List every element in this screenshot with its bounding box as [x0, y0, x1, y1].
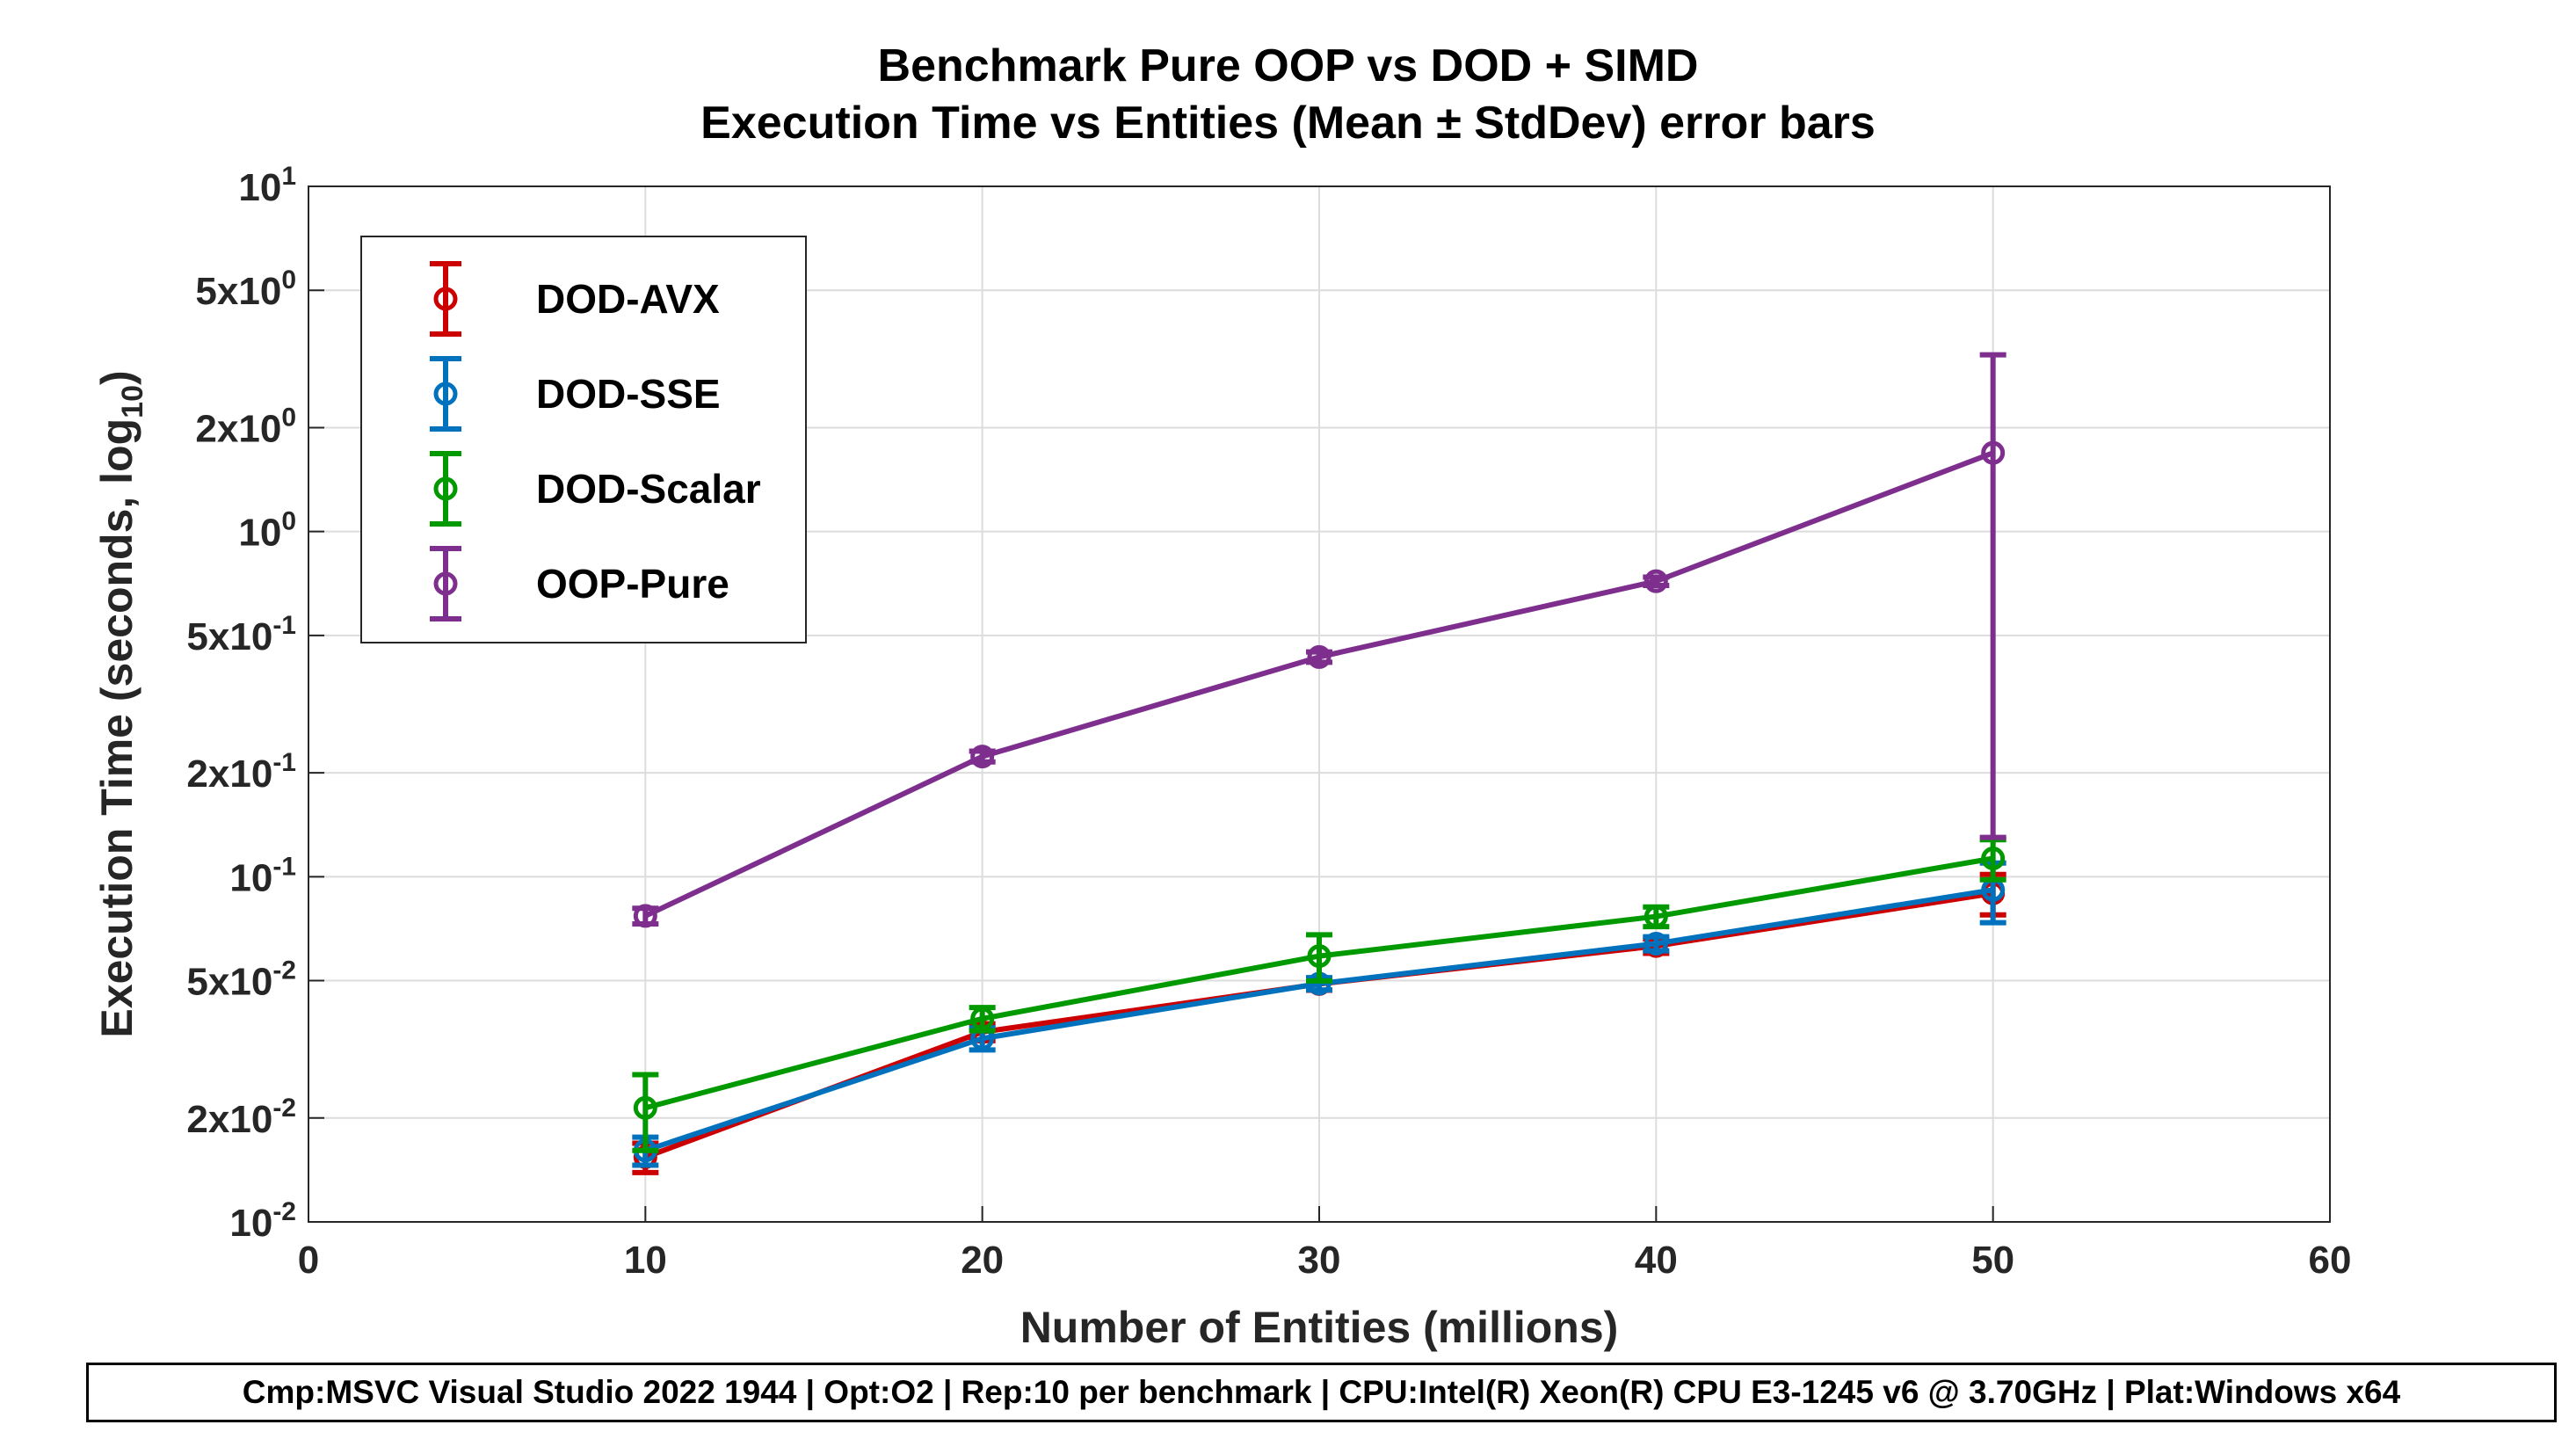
- data-point: [1307, 944, 1332, 969]
- x-tick-label: 60: [2309, 1239, 2352, 1282]
- y-tick-label: 5x100: [195, 265, 296, 313]
- series-oop-pure: [632, 352, 2006, 928]
- data-point: [970, 1007, 995, 1031]
- y-tick-label: 5x10-2: [186, 956, 296, 1004]
- y-tick-label: 10-2: [229, 1197, 296, 1245]
- data-point: [1307, 644, 1332, 669]
- data-point: [1644, 569, 1668, 593]
- legend-label: DOD-SSE: [536, 371, 721, 417]
- x-tick-label: 40: [1635, 1239, 1678, 1282]
- y-tick-label: 101: [238, 162, 296, 209]
- y-tick-label: 2x100: [195, 403, 296, 450]
- y-tick-label: 2x10-1: [186, 748, 296, 796]
- y-tick-label: 100: [238, 507, 296, 555]
- x-tick-label: 30: [1298, 1239, 1341, 1282]
- data-point: [633, 904, 657, 928]
- data-point: [1981, 846, 2006, 870]
- footer-info: Cmp:MSVC Visual Studio 2022 1944 | Opt:O…: [86, 1363, 2557, 1422]
- x-tick-label: 20: [961, 1239, 1004, 1282]
- legend-label: DOD-AVX: [536, 276, 720, 322]
- legend-label: OOP-Pure: [536, 561, 729, 607]
- legend-marker: [433, 571, 458, 596]
- y-tick-label: 2x10-2: [186, 1094, 296, 1141]
- data-point: [1981, 440, 2006, 465]
- y-tick-label: 5x10-1: [186, 611, 296, 658]
- y-axis-label: Execution Time (seconds, log10): [92, 370, 149, 1037]
- legend-marker: [433, 287, 458, 311]
- x-tick-label: 0: [298, 1239, 319, 1282]
- data-point: [1644, 905, 1668, 929]
- legend-entry: OOP-Pure: [430, 546, 729, 622]
- x-tick-label: 50: [1971, 1239, 2014, 1282]
- series-dod-scalar: [632, 837, 2006, 1153]
- legend-entry: DOD-AVX: [430, 261, 720, 337]
- legend-marker: [433, 382, 458, 406]
- y-tick-label: 10-1: [229, 852, 296, 899]
- legend-marker: [433, 476, 458, 501]
- legend: DOD-AVX DOD-SSE DOD-Scalar OOP-Pure: [360, 236, 807, 643]
- legend-entry: DOD-Scalar: [430, 451, 761, 527]
- chart-title: Benchmark Pure OOP vs DOD + SIMD: [877, 40, 1699, 91]
- x-tick-label: 10: [624, 1239, 667, 1282]
- chart-subtitle: Execution Time vs Entities (Mean ± StdDe…: [700, 98, 1876, 149]
- data-point: [633, 1095, 657, 1120]
- data-point: [1644, 931, 1668, 956]
- legend-label: DOD-Scalar: [536, 466, 761, 512]
- data-point: [970, 745, 995, 769]
- x-axis-label: Number of Entities (millions): [1020, 1303, 1619, 1352]
- legend-entry: DOD-SSE: [430, 356, 721, 432]
